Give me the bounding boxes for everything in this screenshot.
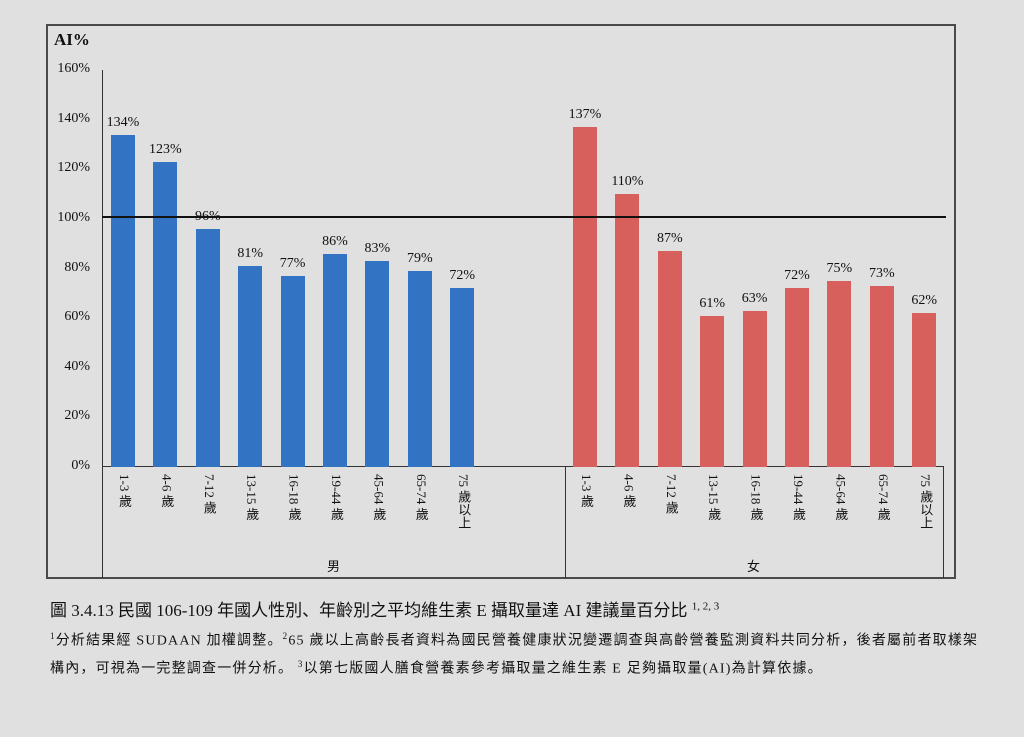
bar	[365, 261, 390, 467]
footnote-3: 以第七版國人膳食營養素參考攝取量之維生素 E 足夠攝取量(AI)為計算依據。	[303, 661, 823, 677]
x-category-label: 4-6 歲	[621, 474, 637, 508]
bar	[657, 251, 682, 467]
x-category-label: 65-74 歲	[413, 474, 429, 521]
y-tick-label: 0%	[71, 458, 90, 473]
footnote-1-marker: 1	[50, 631, 56, 641]
bar	[827, 280, 852, 467]
footnote-2: 65 歲以上高齡長者資料為國民營養健康狀況變遷調查與高齡營養監測資料共同分析，後…	[50, 633, 979, 677]
bar	[323, 253, 347, 467]
figure-caption: 圖 3.4.13 民國 106-109 年國人性別、年齡別之平均維生素 E 攝取…	[50, 596, 719, 621]
bar-value-label: 73%	[868, 265, 895, 281]
caption-superscript: 1, 2, 3	[691, 600, 720, 613]
x-category-label: 75 歲以上	[456, 474, 472, 530]
plot-right-border	[943, 466, 944, 578]
bar-value-label: 77%	[279, 255, 306, 271]
x-category-label: 19-44 歲	[791, 474, 806, 521]
bar	[785, 288, 809, 467]
bar	[111, 134, 135, 467]
reference-line-100	[102, 216, 946, 218]
bar-value-label: 81%	[237, 246, 264, 262]
x-axis-line	[102, 466, 944, 467]
x-category-label: 19-44 歲	[329, 474, 344, 521]
x-category-label: 75 歲以上	[918, 474, 934, 530]
footnote-3-marker: 3	[297, 658, 304, 669]
x-category-label: 16-18 歲	[748, 474, 764, 521]
bar-value-label: 83%	[364, 241, 391, 257]
bar-value-label: 87%	[656, 231, 683, 247]
bar	[450, 288, 475, 467]
x-category-label: 13-15 歲	[244, 474, 260, 521]
y-tick-label: 20%	[64, 408, 90, 424]
bar-value-label: 123%	[149, 141, 182, 157]
y-tick-label: 100%	[57, 209, 90, 225]
bar-value-label: 137%	[568, 107, 602, 123]
caption-text: 圖 3.4.13 民國 106-109 年國人性別、年齡別之平均維生素 E 攝取…	[50, 601, 688, 620]
y-tick-label: 120%	[57, 160, 90, 176]
x-category-label: 45-64 歲	[833, 474, 849, 521]
bar-value-label: 134%	[106, 114, 140, 130]
bar-value-label: 61%	[699, 295, 726, 311]
bar	[742, 310, 767, 467]
bar	[153, 161, 178, 467]
x-category-label: 1-3 歲	[579, 474, 594, 508]
x-category-label: 45-64 歲	[371, 474, 387, 521]
bar-value-label: 63%	[741, 290, 768, 306]
y-axis-line	[102, 70, 103, 578]
group-label: 女	[747, 559, 761, 574]
bar	[869, 285, 894, 467]
bar	[573, 127, 597, 467]
bar-value-label: 72%	[784, 268, 810, 284]
y-tick-label: 60%	[64, 309, 90, 325]
bar	[195, 228, 220, 467]
x-category-label: 4-6 歲	[159, 474, 175, 508]
x-category-label: 13-15 歲	[706, 474, 722, 521]
bar-value-label: 110%	[611, 174, 644, 190]
bar-value-label: 62%	[911, 293, 938, 309]
y-tick-label: 140%	[57, 110, 90, 126]
footnotes: 1分析結果經 SUDAAN 加權調整。265 歲以上高齡長者資料為國民營養健康狀…	[50, 625, 980, 680]
footnote-1: 分析結果經 SUDAAN 加權調整。	[55, 633, 283, 649]
bar-value-label: 86%	[322, 233, 348, 249]
x-category-label: 1-3 歲	[117, 474, 132, 508]
bar-value-label: 79%	[406, 250, 433, 266]
footnote-2-marker: 2	[282, 631, 289, 641]
bar	[280, 275, 305, 467]
y-tick-label: 160%	[57, 61, 90, 76]
x-category-label: 65-74 歲	[875, 474, 891, 521]
x-category-label: 16-18 歲	[286, 474, 302, 521]
bar	[615, 194, 640, 467]
group-label: 男	[327, 559, 341, 574]
x-category-label: 7-12 歲	[201, 474, 217, 515]
x-category-label: 7-12 歲	[663, 474, 679, 515]
bar-value-label: 72%	[449, 268, 476, 284]
bar-value-label: 75%	[826, 260, 853, 276]
y-axis-title: AI%	[54, 30, 90, 49]
bar	[407, 270, 432, 467]
bar	[700, 315, 725, 467]
bar	[912, 313, 937, 467]
chart-frame	[46, 24, 956, 579]
bar	[238, 266, 263, 467]
y-tick-label: 80%	[64, 259, 90, 275]
y-tick-label: 40%	[64, 358, 90, 374]
group-separator	[565, 466, 566, 578]
